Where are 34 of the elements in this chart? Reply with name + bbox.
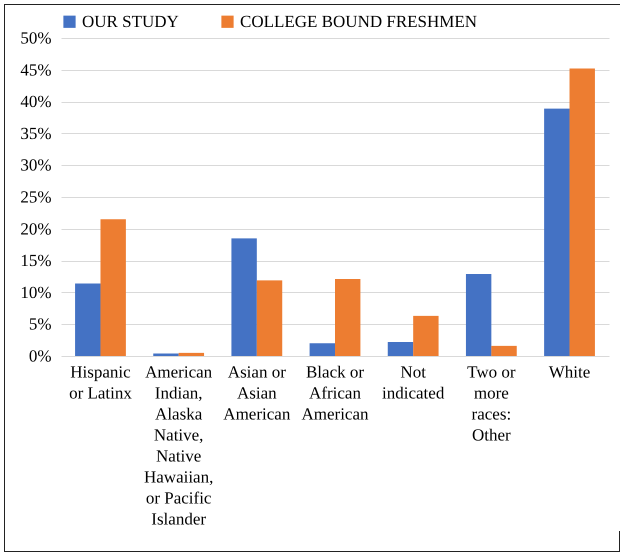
bar [100,219,126,356]
x-tick-label: American Indian, Alaska Native, Native Hawaiian, or Pacific Islander [144,362,214,528]
bar [466,274,492,356]
y-tick-label: 45% [20,60,52,80]
bar [310,343,335,356]
y-tick-label: 15% [20,251,52,270]
x-tick-label: Not indicated [382,362,445,402]
bar [231,238,257,356]
x-tick-label: Asian or Asian American [223,362,291,424]
y-tick-label: 25% [20,188,52,206]
y-tick-label: 50% [20,28,52,48]
bar [491,346,517,356]
bar [570,68,595,356]
bar [413,316,439,356]
bar [75,283,100,356]
x-tick-label: White [548,362,590,382]
y-tick-label: 35% [20,124,52,143]
y-tick-label: 30% [20,156,52,175]
y-tick-label: 20% [20,219,52,238]
bar [544,108,570,356]
x-tick-label: Hispanic or Latinx [69,362,132,402]
bar [256,280,282,356]
y-tick-label: 10% [20,282,52,302]
x-tick-label: Two or more races: Other [467,362,516,444]
bar [335,279,360,356]
legend-label: COLLEGE BOUND FRESHMEN [240,12,478,31]
x-tick-label: Black or African American [301,362,370,424]
bar [178,352,204,356]
y-tick-label: 40% [20,92,52,112]
bar [388,342,414,356]
legend-label: OUR STUDY [82,12,179,31]
y-tick-label: 0% [28,346,52,366]
bar [153,353,179,356]
y-tick-label: 5% [28,314,52,334]
